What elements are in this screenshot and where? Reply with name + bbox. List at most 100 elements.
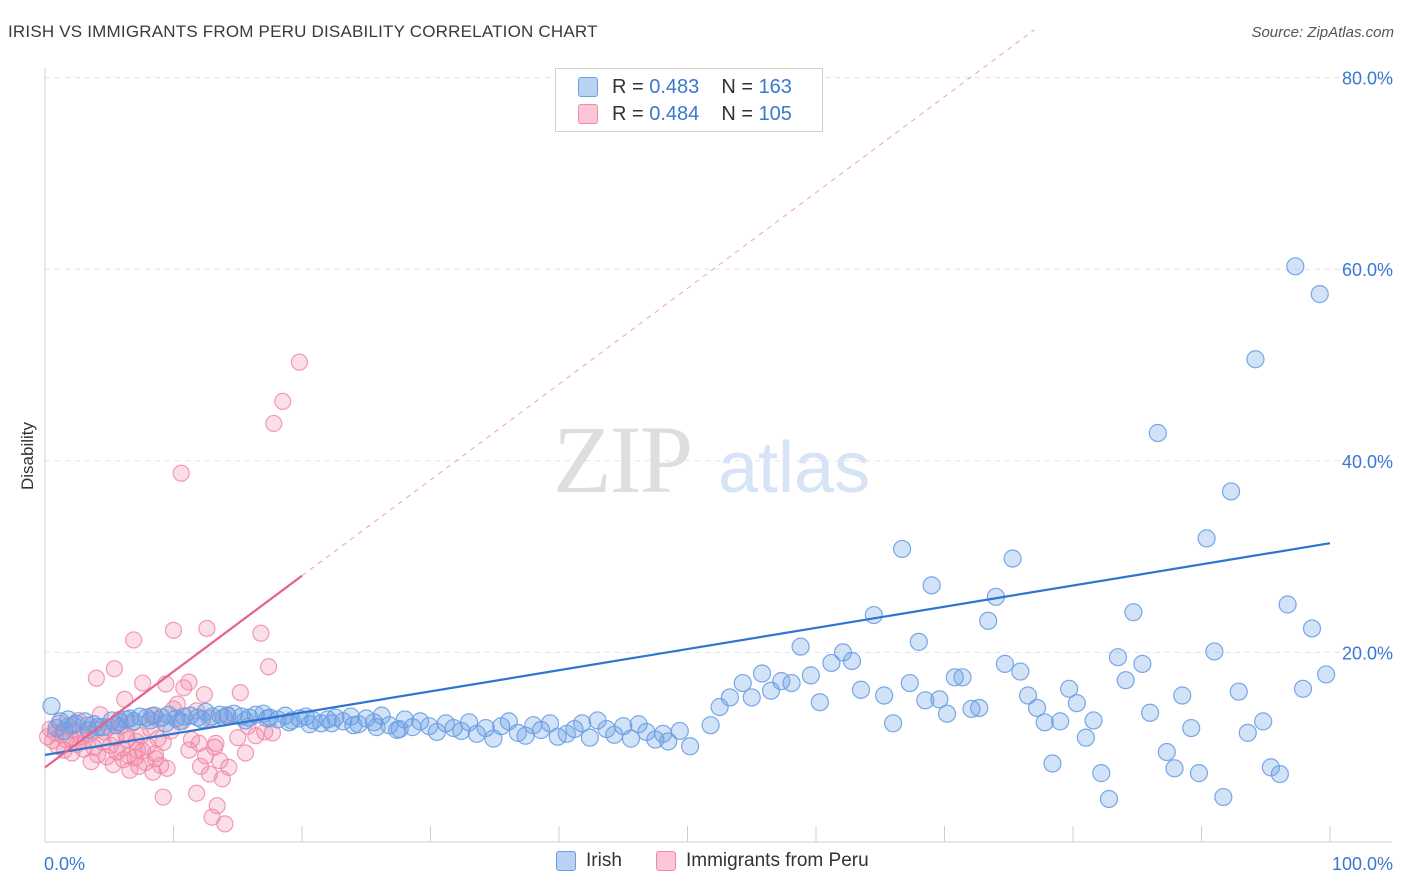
irish-point xyxy=(192,710,211,729)
irish-point xyxy=(937,704,957,723)
irish-point xyxy=(995,654,1014,673)
legend-r-value: 0.483 xyxy=(649,75,700,98)
peru-point xyxy=(188,784,206,802)
irish-point xyxy=(580,728,599,747)
irish-point xyxy=(1182,718,1201,738)
irish-point xyxy=(801,666,820,685)
irish-point xyxy=(1133,654,1152,673)
peru-point xyxy=(195,685,213,704)
y-tick-label: 80.0% xyxy=(1342,69,1393,89)
irish-point xyxy=(1165,759,1184,778)
irish-point xyxy=(1140,703,1160,722)
irish-point xyxy=(822,653,841,673)
irish-point xyxy=(1221,482,1241,501)
irish-point xyxy=(344,716,363,735)
peru-point xyxy=(265,414,283,433)
x-tick-label-end: 100.0% xyxy=(1332,854,1393,874)
irish-point xyxy=(390,719,409,739)
irish-point xyxy=(1205,642,1224,661)
irish-point xyxy=(1051,712,1070,731)
peru-point xyxy=(82,753,100,771)
irish-point xyxy=(953,668,972,687)
irish-point xyxy=(864,605,883,625)
irish-point xyxy=(1092,764,1111,783)
irish-point xyxy=(629,715,648,734)
peru-point xyxy=(87,669,106,687)
source-label: Source: ZipAtlas.com xyxy=(1251,24,1394,41)
irish-point xyxy=(979,611,998,630)
irish-point xyxy=(55,721,74,741)
y-tick-label: 60.0% xyxy=(1342,260,1393,280)
irish-point xyxy=(411,712,430,731)
irish-legend-label: Irish xyxy=(586,850,622,871)
irish-point xyxy=(701,716,720,735)
irish-point xyxy=(1261,758,1280,777)
irish-point xyxy=(1003,549,1022,568)
irish-point xyxy=(467,724,486,743)
irish-point xyxy=(1060,679,1079,698)
peru-point xyxy=(105,660,123,678)
peru-swatch xyxy=(578,104,598,124)
peru-point xyxy=(125,631,143,649)
x-tick-label-start: 0.0% xyxy=(44,854,85,874)
irish-point xyxy=(170,712,190,731)
y-tick-label: 20.0% xyxy=(1342,643,1393,663)
irish-points xyxy=(42,257,1336,809)
irish-point xyxy=(791,637,810,656)
irish-point xyxy=(364,713,384,732)
legend-r-value: 0.484 xyxy=(649,102,700,125)
legend-r-label: R = xyxy=(612,102,644,125)
legend-n-value: 163 xyxy=(758,75,792,98)
irish-point xyxy=(875,686,894,705)
irish-point xyxy=(1148,423,1167,443)
peru-point xyxy=(182,730,201,749)
tick-labels: 20.0% 40.0% 60.0% 80.0% 0.0% 100.0% xyxy=(44,69,1393,874)
irish-point xyxy=(1229,682,1248,701)
irish-point xyxy=(883,714,903,733)
peru-point xyxy=(134,674,152,692)
irish-point xyxy=(930,690,949,709)
irish-point xyxy=(900,673,919,693)
irish-point xyxy=(120,709,139,728)
irish-point xyxy=(1043,754,1062,773)
correlation-legend: R = 0.483 N = 163 R = 0.484 N = 105 xyxy=(555,68,823,132)
peru-point xyxy=(229,729,247,747)
irish-swatch xyxy=(578,77,598,97)
irish-point xyxy=(1310,285,1329,304)
irish-point xyxy=(680,737,700,756)
irish-point xyxy=(810,693,829,712)
irish-swatch xyxy=(556,851,576,871)
peru-point xyxy=(231,684,249,702)
peru-trend-extension xyxy=(301,29,1035,577)
legend-n-label: N = xyxy=(721,75,753,98)
irish-point xyxy=(1173,686,1192,705)
peru-point xyxy=(274,392,292,411)
irish-point xyxy=(64,716,83,735)
irish-point xyxy=(367,718,386,737)
irish-point xyxy=(1124,603,1143,622)
legend-n-value: 105 xyxy=(758,102,792,125)
irish-point xyxy=(1197,529,1216,548)
peru-point xyxy=(236,744,255,762)
irish-point xyxy=(395,710,414,729)
peru-point xyxy=(259,658,278,676)
peru-point xyxy=(154,788,172,806)
irish-point xyxy=(782,673,801,693)
irish-point xyxy=(670,721,689,741)
peru-point xyxy=(146,750,165,768)
irish-point xyxy=(733,673,752,693)
watermark-atlas: atlas xyxy=(718,428,870,508)
y-tick-label: 40.0% xyxy=(1342,452,1393,472)
irish-point xyxy=(1157,742,1176,762)
irish-point xyxy=(621,729,641,748)
irish-point xyxy=(909,632,928,651)
irish-point xyxy=(42,696,61,716)
irish-point xyxy=(851,680,871,699)
irish-point xyxy=(720,688,740,707)
gridlines xyxy=(45,77,1392,653)
irish-point xyxy=(156,714,175,733)
peru-point xyxy=(208,797,226,815)
irish-point xyxy=(742,688,761,707)
peru-point xyxy=(216,815,234,833)
